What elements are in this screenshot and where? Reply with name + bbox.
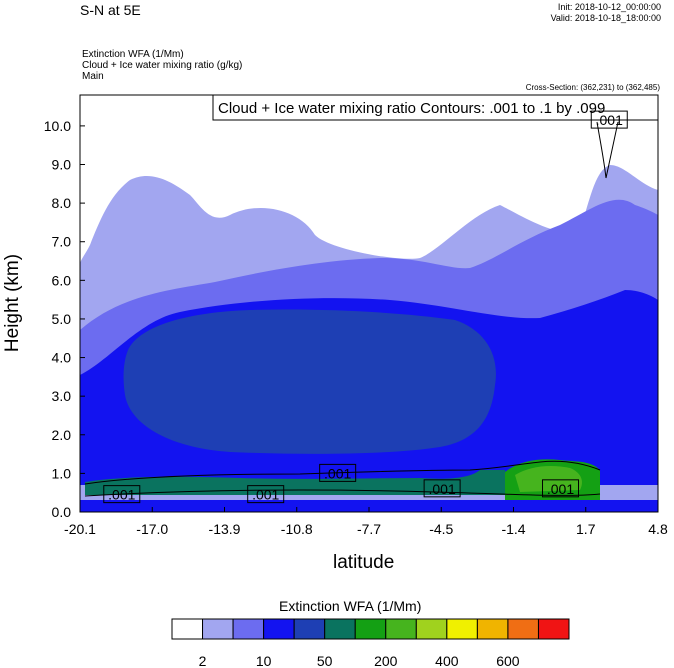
contour-label: .001 <box>547 481 574 497</box>
x-tick-label: -13.9 <box>209 521 241 537</box>
y-tick-label: 1.0 <box>52 465 72 481</box>
x-tick-label: 4.8 <box>648 521 668 537</box>
colorbar: 2 10 50 200 400 600 <box>171 618 570 668</box>
valid-time: Valid: 2018-10-18_18:00:00 <box>550 13 661 23</box>
contour-label: .001 <box>596 112 623 128</box>
colorbar-swatch <box>507 618 539 640</box>
colorbar-label: 50 <box>317 653 333 668</box>
contour-label-box <box>103 485 141 504</box>
y-tick-label: 6.0 <box>52 272 72 288</box>
contour-label-box <box>319 463 357 482</box>
field-extinction: Extinction WFA (1/Mm) <box>82 49 184 60</box>
colorbar-label: 600 <box>496 653 520 668</box>
x-tick-label: -10.8 <box>281 521 313 537</box>
colorbar-swatch <box>202 618 234 640</box>
colorbar-swatch <box>354 618 387 640</box>
colorbar-swatch <box>415 618 448 640</box>
contour-line-2 <box>84 489 601 497</box>
colorbar-swatch <box>385 618 417 640</box>
field-level-100-200 <box>85 470 510 495</box>
y-tick-label: 9.0 <box>52 157 72 173</box>
cross-section-label: Cross-Section: (362,231) to (362,485) <box>525 83 660 92</box>
y-axis-label: Height (km) <box>2 253 24 353</box>
x-tick-label: -20.1 <box>64 521 96 537</box>
field-level-below-2 <box>80 95 658 265</box>
x-tick-label: 1.7 <box>576 521 596 537</box>
contour-label: .001 <box>428 481 455 497</box>
y-tick-label: 5.0 <box>52 311 72 327</box>
contour-label-box <box>590 110 628 129</box>
colorbar-label: 10 <box>256 653 272 668</box>
contour-label-box <box>542 479 580 498</box>
colorbar-swatch <box>446 618 478 640</box>
colorbar-swatch <box>537 618 570 640</box>
colorbar-label: 400 <box>435 653 459 668</box>
field-info: Extinction WFA (1/Mm) Cloud + Ice water … <box>82 49 242 82</box>
contour-legend-box <box>212 94 659 121</box>
y-tick-label: 4.0 <box>52 350 72 366</box>
field-level-50-100-core <box>123 309 496 454</box>
x-tick-label: -17.0 <box>136 521 168 537</box>
x-axis-label: latitude <box>333 552 395 573</box>
init-time: Init: 2018-10-12_00:00:00 <box>557 2 661 12</box>
time-info: Init: 2018-10-12_00:00:00 Valid: 2018-10… <box>551 2 661 24</box>
contour-legend: Cloud + Ice water mixing ratio Contours:… <box>212 94 659 121</box>
y-tick-label: 8.0 <box>52 195 72 211</box>
extinction-field <box>80 95 658 512</box>
x-tick-label: -7.7 <box>357 521 381 537</box>
contour-label: .001 <box>252 487 279 503</box>
colorbar-title: Extinction WFA (1/Mm) <box>279 598 422 614</box>
contour-labels: .001 .001 .001 .001 .001 .001 <box>103 110 628 504</box>
y-tick-label: 2.0 <box>52 427 72 443</box>
field-main: Main <box>82 71 104 82</box>
contour-line-1 <box>84 460 601 485</box>
colorbar-swatch <box>232 618 265 640</box>
axes: -20.1 -17.0 -13.9 -10.8 -7.7 -4.5 -1.4 1.7 4.8 0.… <box>44 118 668 537</box>
contour-label: .001 <box>108 487 135 503</box>
colorbar-swatch <box>476 618 509 640</box>
field-level-300-400 <box>515 466 582 492</box>
contour-label-box <box>423 479 461 498</box>
y-tick-label: 10.0 <box>44 118 71 134</box>
colorbar-swatch <box>293 618 326 640</box>
y-tick-label: 0.0 <box>52 504 72 520</box>
contour-label-box <box>247 485 285 504</box>
y-tick-label: 7.0 <box>52 234 72 250</box>
colorbar-swatch <box>263 618 295 640</box>
y-tick-label: 3.0 <box>52 388 72 404</box>
colorbar-swatch <box>171 618 204 640</box>
x-tick-label: -1.4 <box>501 521 525 537</box>
chart-title: S-N at 5E <box>80 2 141 18</box>
colorbar-swatch <box>324 618 356 640</box>
contour-line-3 <box>596 121 619 179</box>
contour-legend-text: Cloud + Ice water mixing ratio Contours:… <box>218 100 605 117</box>
colorbar-label: 2 <box>199 653 207 668</box>
mixing-ratio-contours <box>84 121 619 497</box>
colorbar-label: 200 <box>374 653 398 668</box>
contour-label: .001 <box>324 465 351 481</box>
field-cloud-ice: Cloud + Ice water mixing ratio (g/kg) <box>82 60 243 71</box>
x-tick-label: -4.5 <box>429 521 453 537</box>
